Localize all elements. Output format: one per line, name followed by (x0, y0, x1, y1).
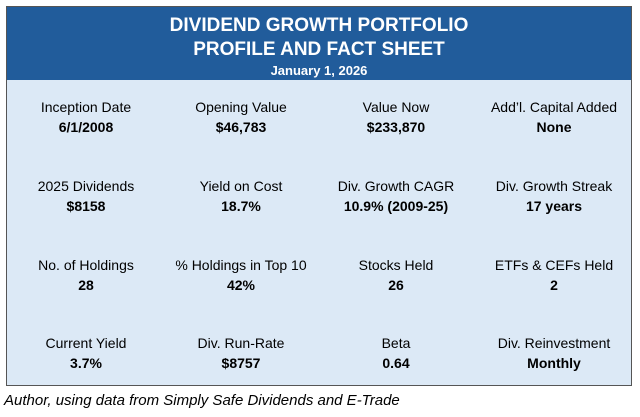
stat-cell: Opening Value $46,783 (163, 97, 319, 137)
stat-cell: Stocks Held 26 (318, 255, 474, 295)
stat-value: 18.7% (221, 198, 261, 214)
stat-label: No. of Holdings (38, 257, 134, 273)
stat-value: $8757 (221, 355, 261, 371)
stat-label: Value Now (362, 99, 430, 115)
stat-label: 2025 Dividends (37, 178, 135, 194)
stat-cell: Div. Growth Streak 17 years (476, 176, 632, 216)
stat-value: $233,870 (366, 119, 426, 135)
stat-value: Monthly (527, 355, 581, 371)
stat-cell: % Holdings in Top 10 42% (163, 255, 319, 295)
stat-value: $8158 (66, 198, 106, 214)
stat-label: Stocks Held (358, 257, 434, 273)
stat-label: Current Yield (45, 335, 127, 351)
stat-value: 2 (550, 277, 558, 293)
stat-label: Div. Run-Rate (197, 335, 285, 351)
stat-value: 0.64 (382, 355, 410, 371)
stat-label: Opening Value (195, 99, 287, 115)
stat-cell: 2025 Dividends $8158 (8, 176, 164, 216)
date: January 1, 2026 (270, 63, 368, 78)
stat-value: 3.7% (70, 355, 102, 371)
stat-label: Add’l. Capital Added (490, 99, 618, 115)
subtitle: PROFILE AND FACT SHEET (193, 39, 445, 60)
stat-cell: Inception Date 6/1/2008 (8, 97, 164, 137)
fact-sheet-card: DIVIDEND GROWTH PORTFOLIO PROFILE AND FA… (6, 6, 632, 386)
stat-cell: Beta 0.64 (318, 333, 474, 373)
title: DIVIDEND GROWTH PORTFOLIO (169, 15, 469, 36)
stat-value: 6/1/2008 (58, 119, 114, 135)
stat-cell: No. of Holdings 28 (8, 255, 164, 295)
stat-value: None (536, 119, 572, 135)
stat-label: Div. Growth Streak (495, 178, 613, 194)
stat-cell: Add’l. Capital Added None (476, 97, 632, 137)
stat-value: 26 (388, 277, 404, 293)
stat-label: Inception Date (40, 99, 132, 115)
stat-label: Yield on Cost (199, 178, 283, 194)
stat-cell: Div. Growth CAGR 10.9% (2009-25) (318, 176, 474, 216)
stat-cell: Div. Run-Rate $8757 (163, 333, 319, 373)
header: DIVIDEND GROWTH PORTFOLIO PROFILE AND FA… (7, 7, 631, 80)
stat-value: 17 years (525, 198, 583, 214)
stat-value: $46,783 (215, 119, 267, 135)
stat-cell: Current Yield 3.7% (8, 333, 164, 373)
stat-label: Div. Growth CAGR (337, 178, 455, 194)
stat-cell: Value Now $233,870 (318, 97, 474, 137)
source-caption: Author, using data from Simply Safe Divi… (4, 392, 400, 409)
stat-value: 28 (78, 277, 94, 293)
stat-cell: ETFs & CEFs Held 2 (476, 255, 632, 295)
stat-label: ETFs & CEFs Held (494, 257, 614, 273)
stat-value: 10.9% (2009-25) (343, 198, 449, 214)
stat-value: 42% (226, 277, 256, 293)
stat-cell: Yield on Cost 18.7% (163, 176, 319, 216)
stat-label: Beta (381, 335, 411, 351)
stat-label: % Holdings in Top 10 (175, 257, 307, 273)
stat-label: Div. Reinvestment (497, 335, 611, 351)
stat-cell: Div. Reinvestment Monthly (476, 333, 632, 373)
